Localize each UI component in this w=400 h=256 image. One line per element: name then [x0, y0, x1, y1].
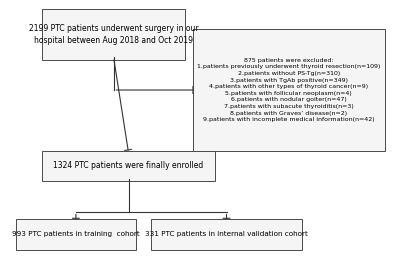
Text: 1324 PTC patients were finally enrolled: 1324 PTC patients were finally enrolled	[54, 162, 204, 170]
FancyBboxPatch shape	[151, 219, 302, 250]
Text: 993 PTC patients in training  cohort: 993 PTC patients in training cohort	[12, 231, 140, 237]
FancyBboxPatch shape	[193, 29, 385, 151]
FancyBboxPatch shape	[42, 9, 185, 60]
FancyBboxPatch shape	[42, 151, 215, 181]
FancyBboxPatch shape	[16, 219, 136, 250]
Text: 875 patients were excluded:
1.patients previously underwent thyroid resection(n=: 875 patients were excluded: 1.patients p…	[197, 58, 380, 122]
Text: 2199 PTC patients underwent surgery in our
hospital between Aug 2018 and Oct 201: 2199 PTC patients underwent surgery in o…	[29, 24, 198, 45]
Text: 331 PTC patients in internal validation cohort: 331 PTC patients in internal validation …	[145, 231, 308, 237]
